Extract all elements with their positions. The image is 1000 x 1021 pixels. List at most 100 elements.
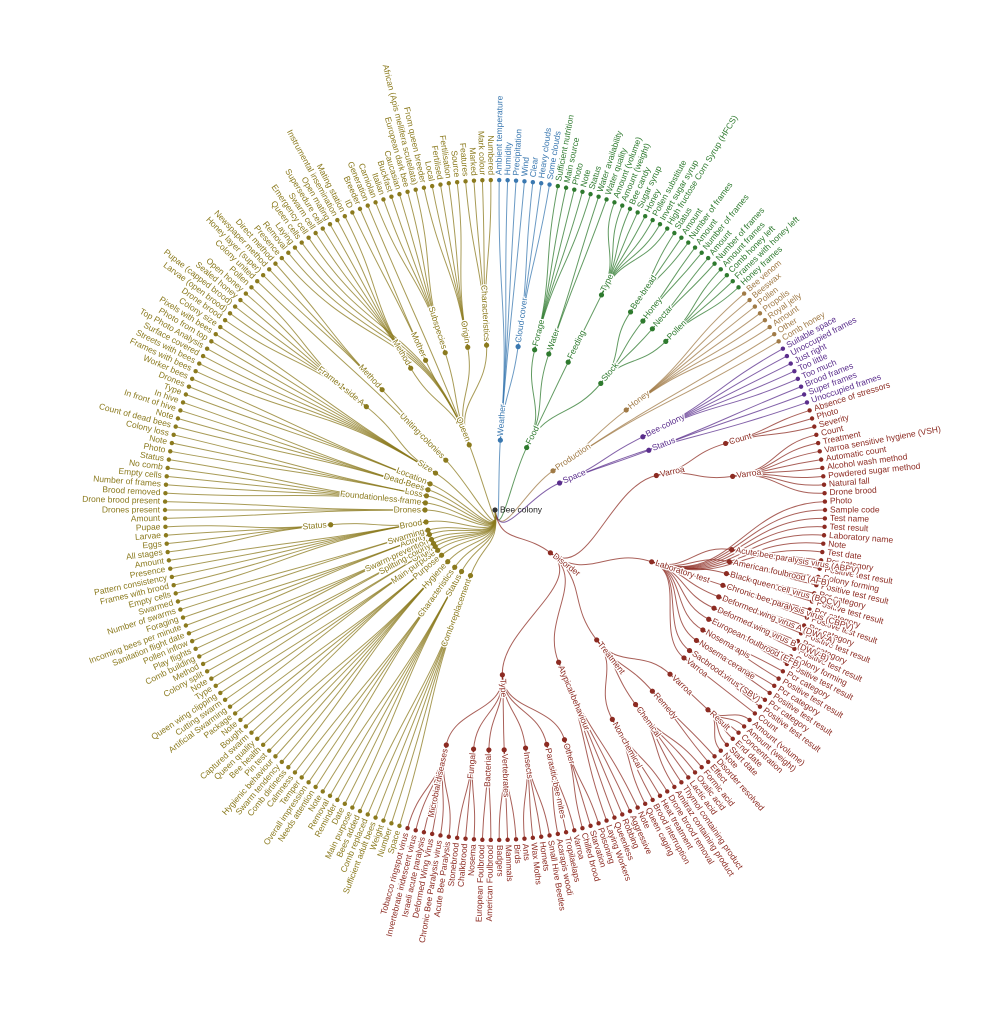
node-dot [175,416,181,421]
link [211,546,436,680]
node-dot [193,646,198,652]
node-label: Larvae [135,530,162,542]
node-dot [299,240,304,245]
node-dot [342,801,348,807]
link [564,739,583,829]
node-dot [818,457,824,462]
node-dot [596,194,601,199]
node-dot [454,835,460,841]
node-dot [539,834,544,839]
node-label: Status [650,435,676,453]
link [651,561,685,659]
node-dot [686,240,691,245]
node-label: Mammals [504,845,515,882]
node-dot [408,365,414,371]
node-dot [784,661,790,667]
link [468,444,497,520]
node-label: Local [423,160,437,182]
node-label: Count [728,430,753,446]
node-dot [798,631,804,636]
link [696,640,770,694]
node-dot [186,384,192,389]
node-dot [430,540,437,547]
node-dot [565,359,571,365]
node-label: Photo [830,495,853,506]
node-dot [686,775,691,780]
node-label: Hornets [538,841,552,872]
node-dot [446,834,451,839]
node-dot [730,473,736,479]
node-dot [594,637,600,643]
link [234,554,442,714]
node-dot [580,189,585,194]
link [367,205,470,446]
node-dot [471,837,477,842]
node-dot [299,775,304,780]
node-dot [822,490,827,496]
node-dot [649,326,655,332]
node-dot [705,759,711,765]
node-dot [193,368,198,374]
node-dot [197,654,202,659]
node-label: Mark colour [476,131,488,176]
node-dot [657,222,663,227]
node-label: All stages [125,547,163,562]
node-label: Space [561,467,587,486]
node-dot [757,704,763,709]
link [415,189,446,353]
link [330,521,427,526]
node-dot [767,324,772,330]
node-dot [620,203,625,208]
node-dot [162,499,168,504]
node-dot [501,747,507,753]
node-dot [665,789,670,794]
node-dot [530,835,536,841]
node-dot [171,582,176,588]
link [275,263,383,391]
node-dot [736,730,741,735]
node-dot [804,615,810,620]
node-label: Uniting colonies [398,411,447,461]
node-dot [752,304,758,309]
link [168,521,427,561]
node-dot [306,780,311,785]
link [182,534,430,619]
node-label: Bee colony [500,504,543,514]
link [165,501,426,511]
node-label: Weather [495,404,507,437]
node-dot [604,197,609,202]
node-dot [381,197,386,202]
node-dot [222,317,228,323]
node-dot [432,470,439,476]
node-dot [168,566,173,571]
node-dot [795,376,801,382]
node-dot [572,187,577,192]
node-dot [804,400,810,405]
link [173,434,427,497]
node-dot [389,194,394,199]
node-dot [465,344,471,350]
node-dot [809,599,815,604]
node-dot [635,805,640,810]
node-dot [200,353,206,359]
node-dot [286,250,291,255]
node-dot [588,191,593,197]
node-dot [189,638,195,644]
link [182,401,429,491]
link [630,242,689,313]
node-dot [397,823,402,829]
node-label: Birds [512,844,523,864]
node-dot [780,669,786,674]
node-dot [488,837,493,843]
link [651,263,715,330]
link [526,361,569,448]
node-label: Stock [599,360,621,383]
node-label: Precipitation [511,128,524,176]
node-dot [792,368,797,374]
node-dot [679,235,684,240]
node-label: Note [149,433,169,446]
node-label: No comb [128,457,163,471]
node-dot [243,724,249,729]
link [596,639,671,675]
